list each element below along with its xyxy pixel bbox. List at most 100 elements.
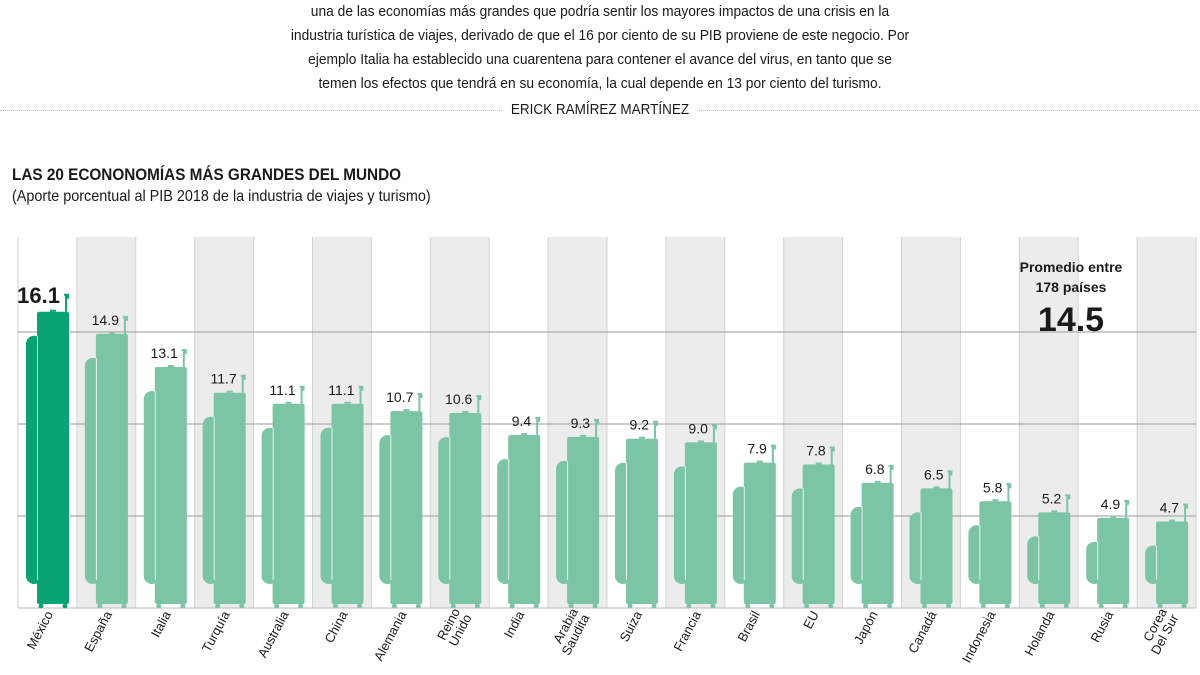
byline-text: ERICK RAMÍREZ MARTÍNEZ: [501, 101, 699, 118]
bar-indonesia: 5.8: [968, 479, 1012, 609]
wheel-icon: [38, 603, 44, 609]
bar-suiza: 9.2: [615, 417, 658, 609]
wheel-icon: [533, 603, 539, 609]
wheel-icon: [156, 603, 162, 609]
handle-icon: [1065, 494, 1071, 513]
value-label: 9.0: [688, 420, 708, 436]
value-label: 13.1: [151, 345, 178, 361]
bar-holanda: 5.2: [1027, 490, 1071, 609]
top-handle-icon: [580, 434, 587, 437]
handle-icon: [829, 446, 835, 465]
suitcase-back: [379, 435, 396, 584]
handle-icon: [1006, 483, 1012, 502]
wheel-icon: [333, 603, 338, 609]
value-label: 14.9: [92, 312, 119, 328]
bar-francia: 9.0: [673, 420, 717, 609]
wheel-icon: [651, 603, 657, 609]
handle-icon: [299, 385, 305, 404]
suitcase-back: [438, 436, 455, 584]
value-label: 5.2: [1042, 490, 1062, 506]
bar: [684, 442, 717, 604]
column-shade: [783, 237, 843, 608]
suitcase-back: [909, 512, 926, 584]
byline: ERICK RAMÍREZ MARTÍNEZ: [0, 101, 1200, 118]
bar-españa: 14.9: [84, 312, 128, 609]
wheel-icon: [1157, 603, 1163, 609]
wheel-icon: [710, 603, 716, 609]
value-label: 16.1: [17, 283, 60, 308]
bar-australia: 11.1: [261, 382, 305, 609]
bar-eu: 7.8: [791, 442, 835, 609]
top-handle-icon: [108, 331, 115, 334]
category-label: ReinoUnido: [434, 606, 475, 649]
wheel-icon: [415, 603, 421, 609]
bar-alemania: 10.7: [379, 389, 423, 609]
category-label: Alemania: [371, 608, 410, 664]
wheel-icon: [1181, 603, 1187, 609]
suitcase-back: [968, 525, 985, 584]
wheel-icon: [627, 603, 633, 609]
handle-icon: [417, 393, 423, 412]
suitcase-back: [202, 416, 219, 584]
category-label: Suiza: [617, 608, 646, 644]
suitcase-back: [1145, 545, 1162, 584]
wheel-icon: [509, 603, 515, 609]
bar: [567, 436, 600, 604]
category-label-line: Arabia: [550, 605, 581, 646]
wheel-icon: [592, 603, 598, 609]
wheel-icon: [357, 603, 362, 609]
wheel-icon: [1098, 603, 1104, 609]
column-shade: [76, 237, 136, 608]
value-label: 6.8: [865, 461, 885, 477]
suitcase-back: [556, 460, 573, 584]
handle-icon: [122, 315, 128, 334]
top-handle-icon: [639, 436, 645, 439]
category-label: Francia: [670, 608, 704, 654]
bar-japón: 6.8: [850, 461, 894, 609]
article-line: una de las economías más grandes que pod…: [310, 3, 890, 20]
category-label: España: [81, 608, 115, 655]
bar: [272, 403, 305, 604]
suitcase-back: [320, 427, 337, 584]
top-handle-icon: [403, 409, 410, 412]
handle-icon: [240, 374, 246, 393]
suitcase-back: [84, 357, 101, 584]
wheel-icon: [980, 603, 986, 609]
top-handle-icon: [756, 460, 763, 463]
handle-icon: [888, 464, 894, 483]
wheel-icon: [62, 603, 68, 609]
category-label-line: Corea: [1140, 605, 1170, 644]
column-shade: [312, 237, 372, 608]
value-label: 4.7: [1160, 500, 1180, 516]
wheel-icon: [391, 603, 397, 609]
handle-icon: [947, 470, 953, 489]
top-handle-icon: [226, 390, 233, 393]
category-label: Turquía: [199, 608, 233, 655]
wheel-icon: [769, 603, 775, 609]
top-handle-icon: [933, 486, 940, 489]
bar: [920, 488, 953, 604]
column-shade: [548, 237, 607, 608]
wheel-icon: [121, 603, 127, 609]
wheel-icon: [1063, 603, 1069, 609]
category-label: Indonesia: [959, 608, 999, 666]
article-line: temen los efectos que tendrá en su econo…: [318, 75, 882, 92]
suitcase-back: [1086, 541, 1103, 584]
article-text: una de las economías más grandes que pod…: [186, 0, 1014, 96]
suitcase-back: [791, 488, 808, 584]
handle-icon: [653, 420, 658, 439]
column-shade: [194, 237, 254, 608]
column-shade: [665, 237, 725, 608]
top-handle-icon: [462, 410, 469, 413]
handle-icon: [1124, 499, 1130, 518]
wheel-icon: [804, 603, 810, 609]
bar: [802, 464, 835, 604]
bar: [626, 438, 658, 604]
wheel-icon: [474, 603, 480, 609]
category-label: ArabiaSaudita: [547, 605, 593, 658]
wheel-icon: [686, 603, 692, 609]
value-label: 9.3: [571, 415, 591, 431]
suitcase-back: [1027, 536, 1044, 584]
suitcase-back: [850, 506, 867, 584]
top-handle-icon: [1169, 519, 1176, 522]
